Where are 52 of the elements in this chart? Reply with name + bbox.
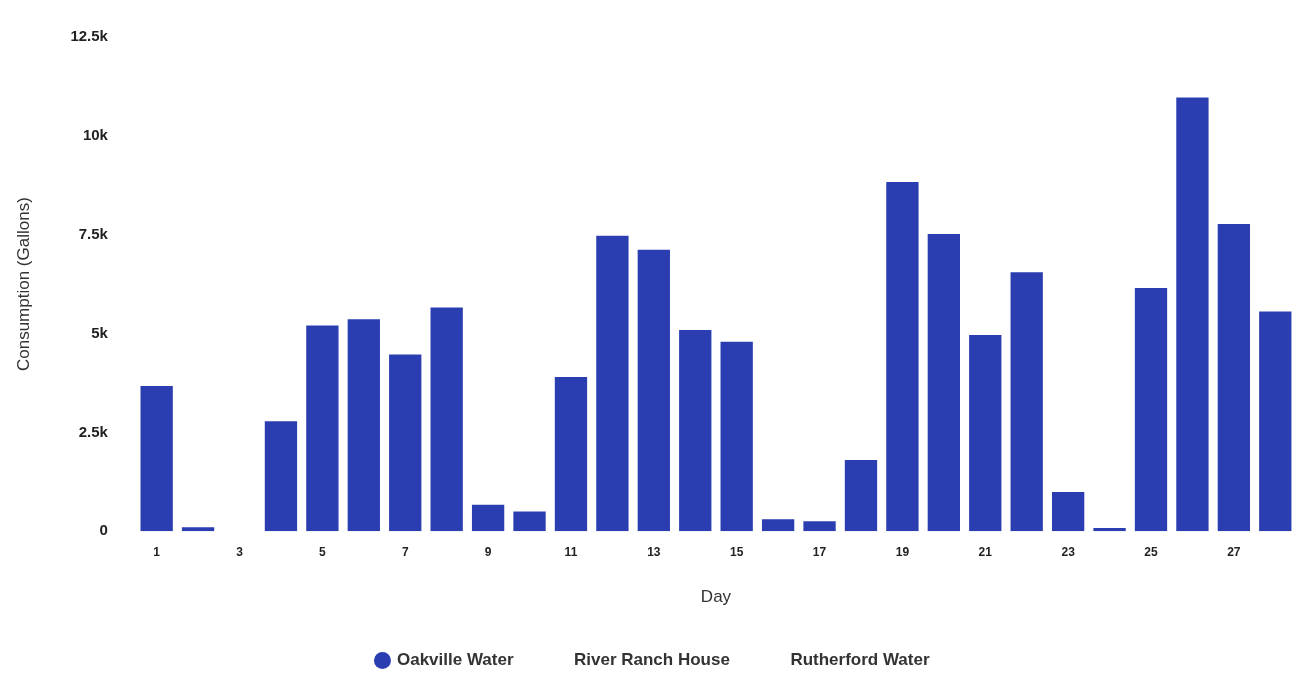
x-tick-label: 21 bbox=[978, 544, 993, 559]
bar bbox=[803, 521, 836, 532]
bar bbox=[886, 182, 919, 532]
bar bbox=[637, 249, 670, 532]
x-axis-title: Day bbox=[700, 587, 732, 607]
x-tick-label: 11 bbox=[564, 544, 578, 559]
y-tick-label: 5k bbox=[91, 323, 109, 341]
x-tick-label: 7 bbox=[401, 544, 409, 559]
bar bbox=[554, 377, 588, 532]
bar bbox=[430, 307, 463, 532]
bar bbox=[1051, 492, 1085, 532]
x-tick-label: 27 bbox=[1227, 544, 1241, 559]
x-tick-label: 13 bbox=[647, 544, 661, 559]
x-tick-label: 1 bbox=[153, 544, 161, 559]
bar bbox=[844, 460, 878, 532]
legend-label: Oakville Water bbox=[396, 650, 514, 670]
bar bbox=[1217, 224, 1251, 532]
x-tick-label: 19 bbox=[895, 544, 910, 559]
bar bbox=[347, 319, 380, 532]
text: River Ranch House bbox=[574, 650, 730, 670]
bar bbox=[1093, 528, 1126, 532]
bar bbox=[471, 504, 505, 532]
bar bbox=[389, 354, 422, 532]
bar bbox=[306, 325, 339, 532]
bar bbox=[264, 421, 298, 532]
x-tick-label: 25 bbox=[1144, 544, 1158, 559]
x-tick-label: 15 bbox=[730, 544, 744, 559]
bar bbox=[720, 341, 753, 532]
y-tick-label: 0 bbox=[99, 521, 108, 539]
bar bbox=[927, 233, 960, 532]
y-tick-label: 10k bbox=[82, 125, 109, 143]
bar bbox=[181, 527, 215, 532]
bar bbox=[1134, 288, 1168, 532]
bar bbox=[969, 335, 1002, 532]
bar bbox=[761, 519, 795, 532]
bar bbox=[513, 511, 546, 532]
x-tick-label: 9 bbox=[484, 544, 492, 559]
bar bbox=[140, 386, 173, 532]
bar bbox=[1010, 272, 1043, 532]
y-tick-label: 2.5k bbox=[78, 422, 109, 440]
bar bbox=[1176, 97, 1209, 532]
x-tick-label: 3 bbox=[236, 544, 244, 559]
y-tick-label: 7.5k bbox=[78, 224, 109, 242]
x-tick-label: 17 bbox=[812, 544, 827, 559]
y-tick-label: 12.5k bbox=[70, 27, 109, 45]
text: Rutherford Water bbox=[790, 650, 930, 670]
bar bbox=[596, 235, 629, 532]
x-tick-label: 5 bbox=[319, 544, 327, 559]
x-tick-label: 23 bbox=[1061, 544, 1076, 559]
bar bbox=[1259, 311, 1292, 532]
y-axis-title: Consumption (Gallons) bbox=[13, 197, 33, 372]
bar bbox=[679, 329, 712, 532]
